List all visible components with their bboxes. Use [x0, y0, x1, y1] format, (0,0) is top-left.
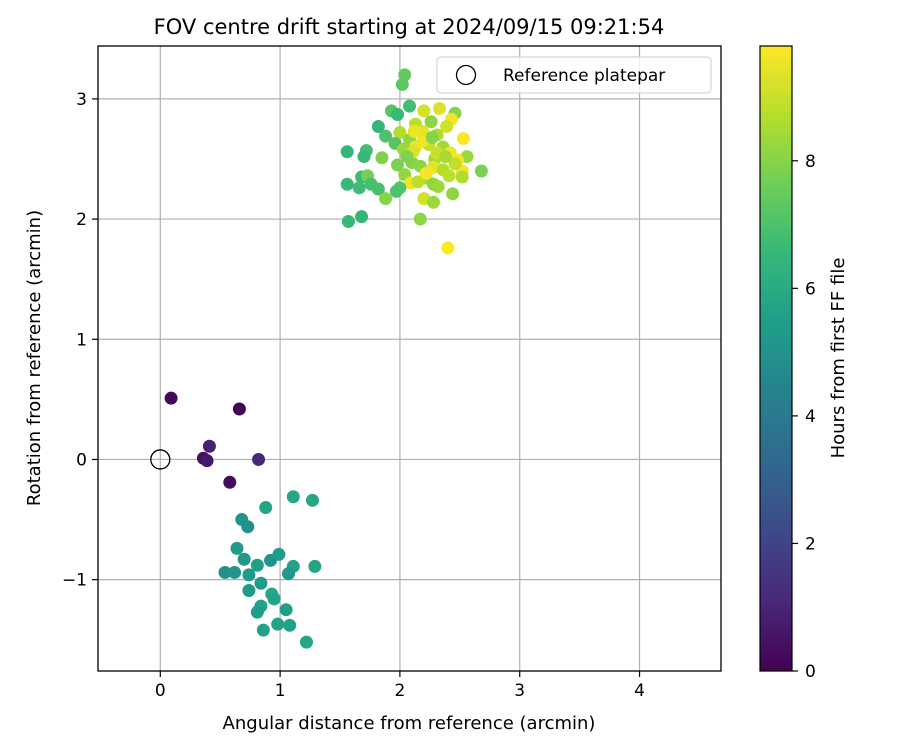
y-tick-label: 0: [76, 450, 87, 470]
legend-label: Reference platepar: [503, 66, 665, 86]
data-point: [340, 177, 354, 191]
data-point: [228, 565, 242, 579]
data-point: [431, 180, 445, 194]
colorbar-tick-label: 6: [805, 279, 816, 299]
data-point: [352, 181, 366, 195]
data-point: [272, 547, 286, 561]
data-point: [267, 592, 281, 606]
data-point: [341, 214, 355, 228]
data-point: [164, 391, 178, 405]
data-point: [281, 567, 295, 581]
data-point: [411, 175, 425, 189]
colorbar-gradient: [760, 46, 792, 671]
data-point: [232, 402, 246, 416]
data-point: [375, 151, 389, 165]
data-point: [254, 576, 268, 590]
x-tick-label: 3: [514, 681, 525, 701]
data-point: [286, 490, 300, 504]
data-point: [432, 102, 446, 115]
colorbar-tick-label: 8: [805, 152, 816, 172]
legend-marker-icon: [455, 64, 477, 86]
data-point: [379, 192, 393, 206]
data-point: [308, 559, 322, 573]
data-point: [426, 195, 440, 209]
data-point: [389, 184, 403, 198]
data-point: [438, 150, 452, 164]
data-point: [279, 603, 293, 617]
data-point: [419, 166, 433, 180]
colorbar-tick-label: 0: [805, 662, 816, 682]
colorbar-label: Hours from first FF file: [828, 258, 849, 459]
data-point: [252, 452, 266, 466]
data-point: [305, 493, 319, 507]
data-points: [164, 68, 488, 649]
chart-title: FOV centre drift starting at 2024/09/15 …: [154, 15, 665, 39]
y-tick-label: 1: [76, 330, 87, 350]
x-tick-label: 1: [275, 681, 286, 701]
data-point: [442, 169, 456, 183]
data-point: [391, 108, 405, 122]
data-point: [446, 187, 460, 201]
colorbar-tick-label: 2: [805, 534, 816, 554]
legend-box: [436, 56, 712, 94]
data-point: [340, 145, 354, 159]
data-point: [218, 565, 232, 579]
x-tick-label: 4: [634, 681, 645, 701]
x-axis-label: Angular distance from reference (arcmin): [223, 713, 596, 734]
data-point: [250, 605, 264, 619]
data-point: [456, 132, 470, 146]
y-tick-label: −1: [62, 571, 87, 591]
data-point: [357, 150, 371, 164]
data-point: [242, 568, 256, 582]
data-point: [424, 115, 438, 129]
data-point: [250, 558, 264, 572]
data-point: [441, 241, 455, 255]
plot-frame: [97, 45, 722, 672]
data-point: [371, 120, 385, 134]
data-point: [242, 583, 256, 597]
data-point: [455, 170, 469, 184]
data-point: [230, 541, 244, 555]
y-axis-ticks: −1 0 1 2 3: [62, 90, 98, 591]
data-point: [393, 126, 407, 140]
legend: Reference platepar: [436, 56, 712, 94]
data-point: [299, 635, 313, 649]
x-axis-ticks: 0 1 2 3 4: [155, 671, 645, 701]
data-point: [271, 617, 285, 631]
data-point: [241, 520, 255, 534]
data-point: [202, 439, 216, 453]
colorbar-frame: [759, 45, 793, 672]
data-point: [379, 129, 393, 143]
data-point: [256, 623, 270, 637]
colorbar-ticks: 0 2 4 6 8: [792, 152, 816, 682]
data-point: [395, 77, 409, 91]
x-tick-label: 0: [155, 681, 166, 701]
data-point: [237, 552, 251, 566]
data-point: [413, 212, 427, 226]
data-point: [223, 475, 237, 489]
data-point: [283, 618, 297, 632]
colorbar-tick-label: 4: [805, 407, 816, 427]
data-point: [371, 182, 385, 196]
data-point: [440, 120, 454, 134]
data-point: [355, 210, 369, 224]
data-point: [259, 501, 273, 515]
data-point: [200, 454, 214, 468]
data-point: [417, 104, 431, 118]
data-point: [474, 164, 488, 178]
data-point: [391, 158, 405, 172]
x-tick-label: 2: [395, 681, 406, 701]
data-point: [425, 130, 439, 144]
y-tick-label: 3: [76, 90, 87, 110]
reference-platepar-marker: [150, 449, 171, 470]
y-tick-label: 2: [76, 210, 87, 230]
data-point: [407, 124, 421, 138]
data-point: [448, 157, 462, 171]
y-axis-label: Rotation from reference (arcmin): [24, 210, 45, 506]
colorbar: 0 2 4 6 8 Hours from first FF file: [759, 45, 849, 682]
data-point: [403, 99, 416, 113]
data-point: [400, 150, 414, 164]
